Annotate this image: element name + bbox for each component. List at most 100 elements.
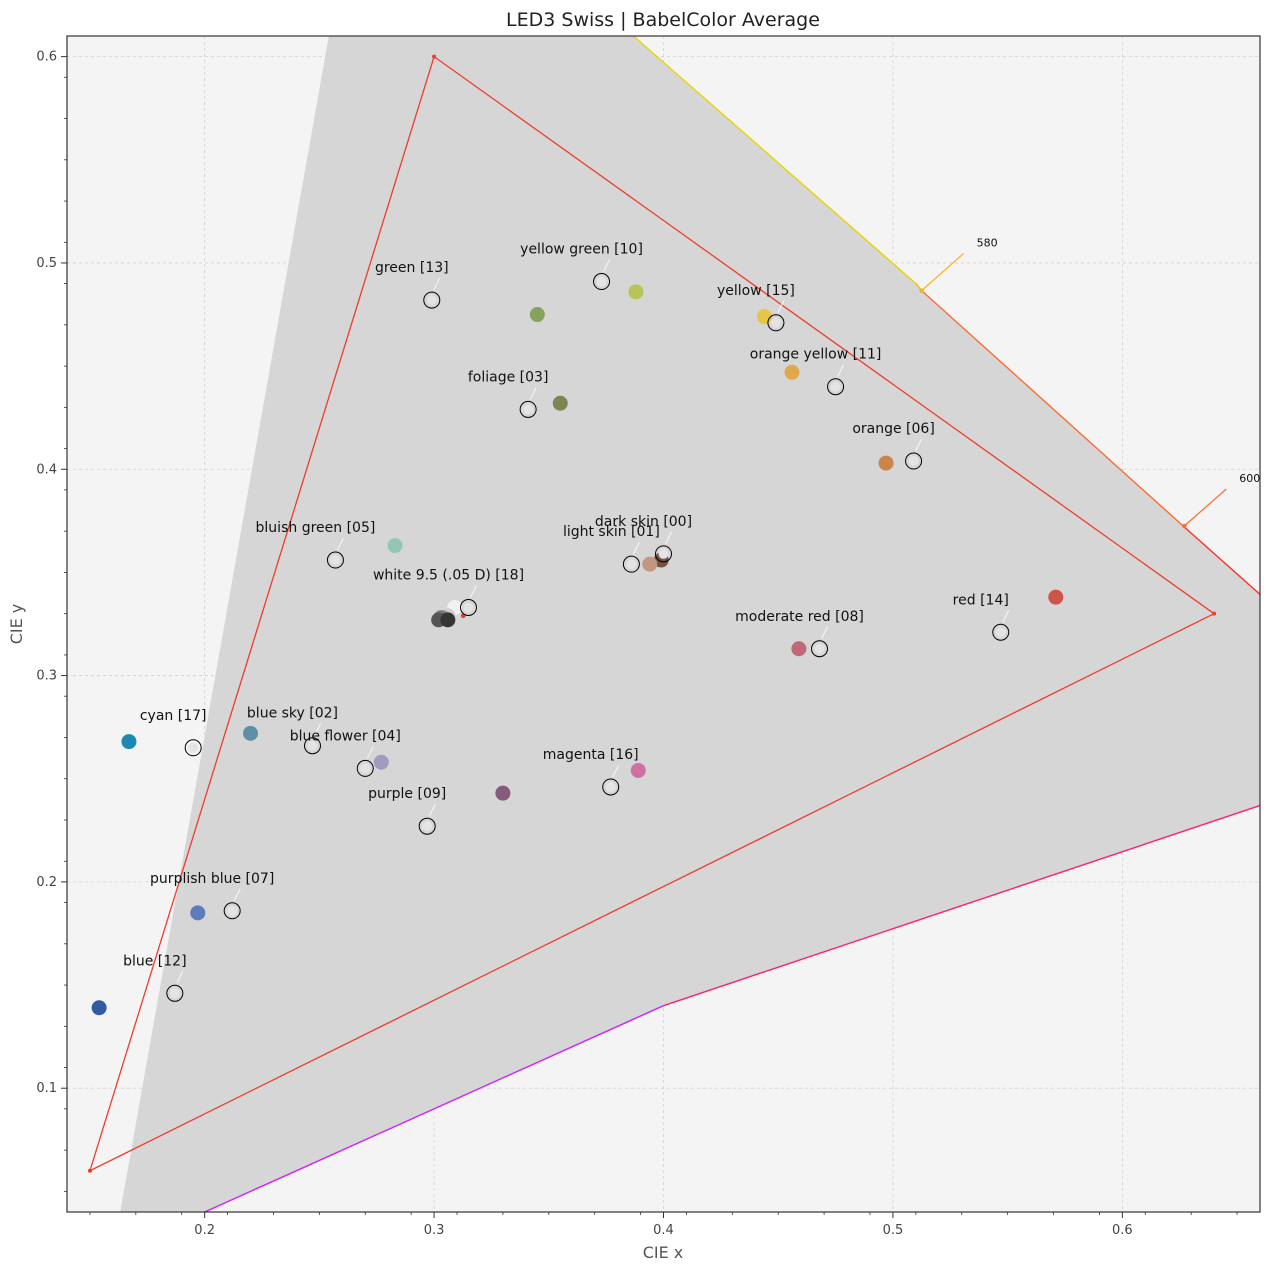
sample-reference-ring — [326, 551, 344, 569]
sample-test-point — [784, 364, 800, 380]
rec709-triangle — [88, 55, 1216, 1172]
sample-labels: 580 600 dark skin [00]light skin [01] blue … — [123, 237, 1260, 984]
spectral-locus-segment — [632, 36, 917, 285]
sample-test-point — [91, 1000, 107, 1016]
label-leader — [470, 585, 477, 598]
label-leader — [837, 364, 845, 377]
sample-test-point — [529, 307, 545, 323]
label-leader — [176, 971, 184, 984]
label-leader — [915, 438, 923, 452]
x-tick-label: 0.6 — [1112, 1223, 1133, 1238]
sample-reference-point — [814, 643, 825, 654]
spectral-locus-segment — [663, 804, 1260, 1007]
sample-test-point — [373, 754, 389, 770]
sample-reference-ring — [622, 555, 640, 573]
sample-test-point — [630, 762, 646, 778]
wavelength-tick — [921, 253, 964, 292]
sample-label: cyan [17] — [140, 708, 207, 724]
sample-test-point — [243, 725, 259, 741]
sample-reference-point — [188, 742, 199, 753]
gamut-layer — [120, 36, 1260, 1212]
sample-label: yellow [15] — [717, 283, 795, 299]
sample-reference-ring — [459, 598, 477, 616]
label-leader — [603, 259, 611, 272]
label-leader — [194, 725, 202, 739]
sample-reference-point — [770, 317, 781, 328]
sample-reference-point — [523, 404, 534, 415]
sample-label: moderate red [08] — [735, 609, 864, 625]
sample-reference-point — [658, 548, 669, 559]
sample-label: light skin [01] — [563, 524, 660, 540]
axes: 0.2 0.3 0.4 0.5 0.6 0.1 0.2 0.3 0.4 0.5 0.6 — [36, 50, 1238, 1238]
sample-reference-point — [169, 988, 180, 999]
sample-reference-ring — [602, 778, 620, 796]
sample-reference-ring — [223, 902, 241, 920]
sample-reference-point — [605, 781, 616, 792]
label-leader — [314, 723, 321, 736]
sample-reference-ring — [303, 737, 321, 755]
sample-reference-ring — [166, 984, 184, 1002]
sample-reference-ring — [423, 291, 441, 309]
sample-reference-point — [227, 905, 238, 916]
sample-label: orange yellow [11] — [750, 347, 882, 363]
sample-label: foliage [03] — [468, 369, 549, 385]
sample-reference-ring — [593, 273, 611, 291]
label-leader — [428, 803, 436, 817]
sample-reference-point — [463, 602, 474, 613]
wavelength-marker — [1182, 523, 1187, 529]
label-leader — [632, 541, 640, 555]
sample-test-point — [642, 556, 658, 572]
wavelength-label: 600 — [1239, 472, 1260, 485]
sample-label: purple [09] — [368, 786, 446, 802]
label-leader — [665, 531, 672, 545]
spectral-locus — [202, 36, 1260, 1212]
sample-reference-point — [330, 555, 341, 566]
sample-reference-ring — [827, 378, 845, 396]
sample-test-point — [756, 309, 772, 325]
sample-reference-ring — [184, 739, 202, 757]
sample-points — [91, 273, 1064, 1016]
spectral-locus-fill — [120, 36, 1260, 1212]
label-leader — [821, 626, 828, 639]
sample-reference-point — [626, 559, 637, 570]
y-tick-label: 0.6 — [36, 50, 57, 65]
label-leader — [433, 277, 441, 291]
triangle-vertex — [432, 54, 437, 59]
sample-reference-point — [307, 740, 318, 751]
sample-reference-ring — [767, 314, 785, 332]
label-leader — [529, 387, 537, 400]
y-tick-label: 0.5 — [36, 256, 57, 271]
sample-test-point — [440, 612, 456, 628]
y-axis-title: CIE y — [7, 604, 26, 645]
sample-label: white 9.5 (.05 D) [18] — [373, 567, 524, 583]
x-tick-label: 0.3 — [424, 1223, 445, 1238]
label-leader — [336, 537, 344, 551]
y-tick-label: 0.1 — [36, 1081, 57, 1096]
x-tick-label: 0.5 — [883, 1223, 904, 1238]
sample-test-point — [495, 785, 511, 801]
sample-test-point — [552, 395, 568, 411]
spectral-locus-segment — [1183, 526, 1260, 596]
sample-reference-point — [426, 295, 437, 306]
sample-reference-ring — [992, 623, 1010, 641]
chart-title: LED3 Swiss | BabelColor Average — [506, 9, 820, 31]
sample-reference-ring — [905, 452, 923, 470]
sample-reference-point — [995, 627, 1006, 638]
y-tick-label: 0.4 — [36, 462, 57, 477]
sample-label: blue sky [02] — [247, 706, 338, 722]
gamut-triangle — [87, 54, 1217, 1173]
sample-label: blue [12] — [123, 953, 186, 969]
sample-label: purplish blue [07] — [150, 871, 274, 887]
sample-reference-point — [422, 821, 433, 832]
triangle-vertex — [87, 1168, 92, 1173]
sample-label: blue flower [04] — [290, 728, 401, 744]
x-axis-title: CIE x — [643, 1243, 684, 1262]
sample-label: red [14] — [953, 592, 1009, 608]
label-leader — [777, 300, 785, 314]
sample-reference-ring — [356, 759, 374, 777]
sample-test-point — [121, 734, 137, 750]
label-leader — [612, 764, 620, 778]
spectral-locus-segment — [921, 290, 1185, 528]
